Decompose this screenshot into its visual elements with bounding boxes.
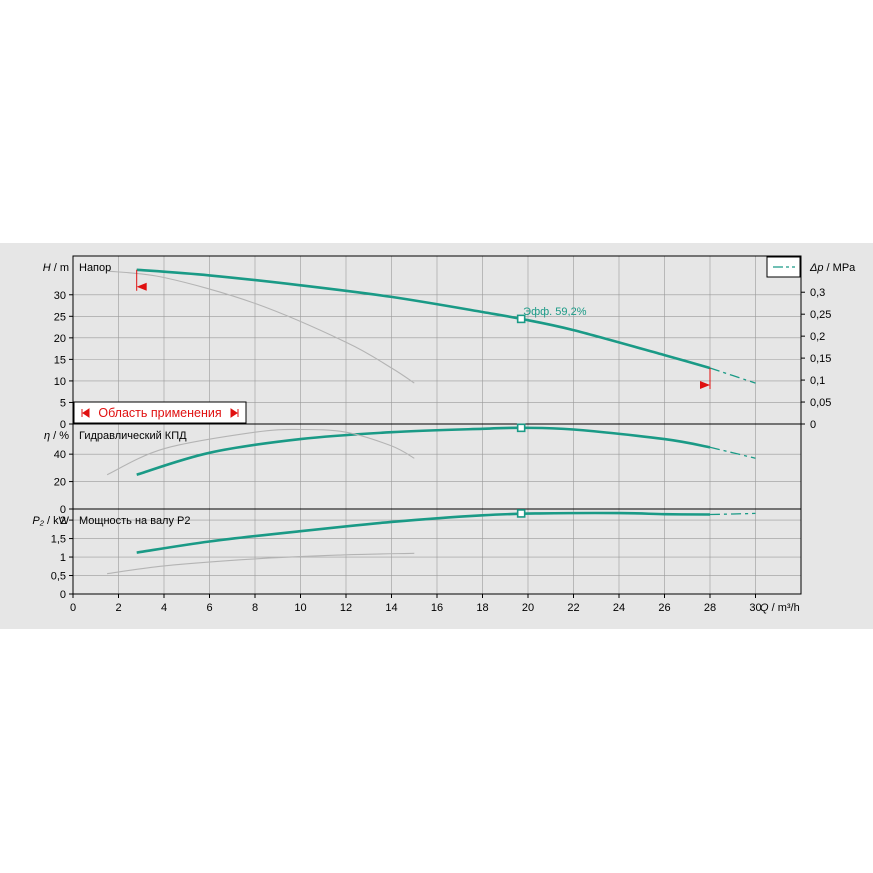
x-tick-label: 0 bbox=[70, 602, 76, 614]
y-tick-label: 5 bbox=[60, 397, 66, 409]
head-main-curve bbox=[136, 268, 711, 370]
y-tick-label: 0,5 bbox=[51, 571, 66, 583]
range-legend-right-glyph bbox=[230, 408, 239, 418]
right-tick-label: 0,2 bbox=[810, 331, 825, 343]
range-max-flag bbox=[700, 381, 710, 389]
right-tick-label: 0,25 bbox=[810, 309, 831, 321]
x-tick-label: 8 bbox=[252, 602, 258, 614]
efficiency-main-curve bbox=[136, 426, 711, 476]
x-tick-label: 14 bbox=[385, 602, 397, 614]
x-tick-label: 24 bbox=[613, 602, 625, 614]
x-tick-label: 20 bbox=[522, 602, 534, 614]
x-tick-label: 2 bbox=[115, 602, 121, 614]
duty-point-marker bbox=[516, 423, 526, 433]
range-min-flag bbox=[136, 282, 147, 291]
range-legend-box bbox=[73, 401, 247, 424]
panel-title-power: Мощность на валу P2 bbox=[79, 515, 191, 527]
x-tick-label: 22 bbox=[567, 602, 579, 614]
y-tick-label: 20 bbox=[54, 333, 66, 345]
y-tick-label: 0 bbox=[60, 589, 66, 601]
x-tick-label: 16 bbox=[431, 602, 443, 614]
head-extension-curve bbox=[709, 367, 756, 384]
x-tick-label: 28 bbox=[704, 602, 716, 614]
duty-point-marker bbox=[516, 509, 526, 518]
y-tick-label: 25 bbox=[54, 311, 66, 323]
right-tick-label: 0,15 bbox=[810, 353, 831, 365]
x-tick-label: 10 bbox=[294, 602, 306, 614]
y-tick-label: 10 bbox=[54, 376, 66, 388]
y-tick-label: 40 bbox=[54, 449, 66, 461]
efficiency-annotation: Эфф. 59,2% bbox=[523, 306, 587, 318]
right-tick-label: 0,3 bbox=[810, 287, 825, 299]
y-tick-label: 15 bbox=[54, 354, 66, 366]
y-axis-label-power: P₂ / kW bbox=[32, 515, 69, 527]
y-tick-label: 0 bbox=[60, 504, 66, 516]
x-tick-label: 26 bbox=[658, 602, 670, 614]
efficiency-secondary-curve bbox=[106, 428, 415, 476]
y-tick-label: 2 bbox=[60, 515, 66, 527]
x-tick-label: 30 bbox=[749, 602, 761, 614]
efficiency-extension-curve bbox=[709, 446, 756, 459]
y-tick-label: 1,5 bbox=[51, 534, 66, 546]
power-main-curve bbox=[136, 511, 711, 554]
x-tick-label: 6 bbox=[206, 602, 212, 614]
y-axis-label-efficiency: η / % bbox=[44, 430, 69, 442]
panel-title-head: Напор bbox=[79, 262, 111, 274]
x-tick-label: 4 bbox=[161, 602, 167, 614]
y-axis-label-head: H / m bbox=[43, 262, 69, 274]
x-tick-label: 12 bbox=[340, 602, 352, 614]
legend-box bbox=[766, 256, 801, 278]
right-tick-label: 0 bbox=[810, 419, 816, 431]
chart-panel: 0 5 10 15 20 25 30 Эфф. 59,2% Напор H / m 0 0,05 0,1… bbox=[0, 243, 873, 629]
right-tick-label: 0,05 bbox=[810, 397, 831, 409]
power-extension-curve bbox=[709, 512, 756, 516]
x-axis-label: Q / m³/h bbox=[760, 602, 800, 614]
right-tick-label: 0,1 bbox=[810, 375, 825, 387]
range-legend-left-glyph bbox=[81, 408, 90, 418]
y-tick-label: 0 bbox=[60, 419, 66, 431]
range-legend-label: Область применения bbox=[98, 406, 221, 420]
head-secondary-curve bbox=[107, 270, 415, 384]
x-tick-label: 18 bbox=[476, 602, 488, 614]
y-tick-label: 20 bbox=[54, 477, 66, 489]
power-secondary-curve bbox=[107, 552, 415, 575]
y-tick-label: 30 bbox=[54, 290, 66, 302]
right-axis-label: Δp / MPa bbox=[809, 262, 856, 274]
panel-title-efficiency: Гидравлический КПД bbox=[79, 430, 187, 442]
duty-point-marker bbox=[516, 314, 526, 324]
y-tick-label: 1 bbox=[60, 552, 66, 564]
